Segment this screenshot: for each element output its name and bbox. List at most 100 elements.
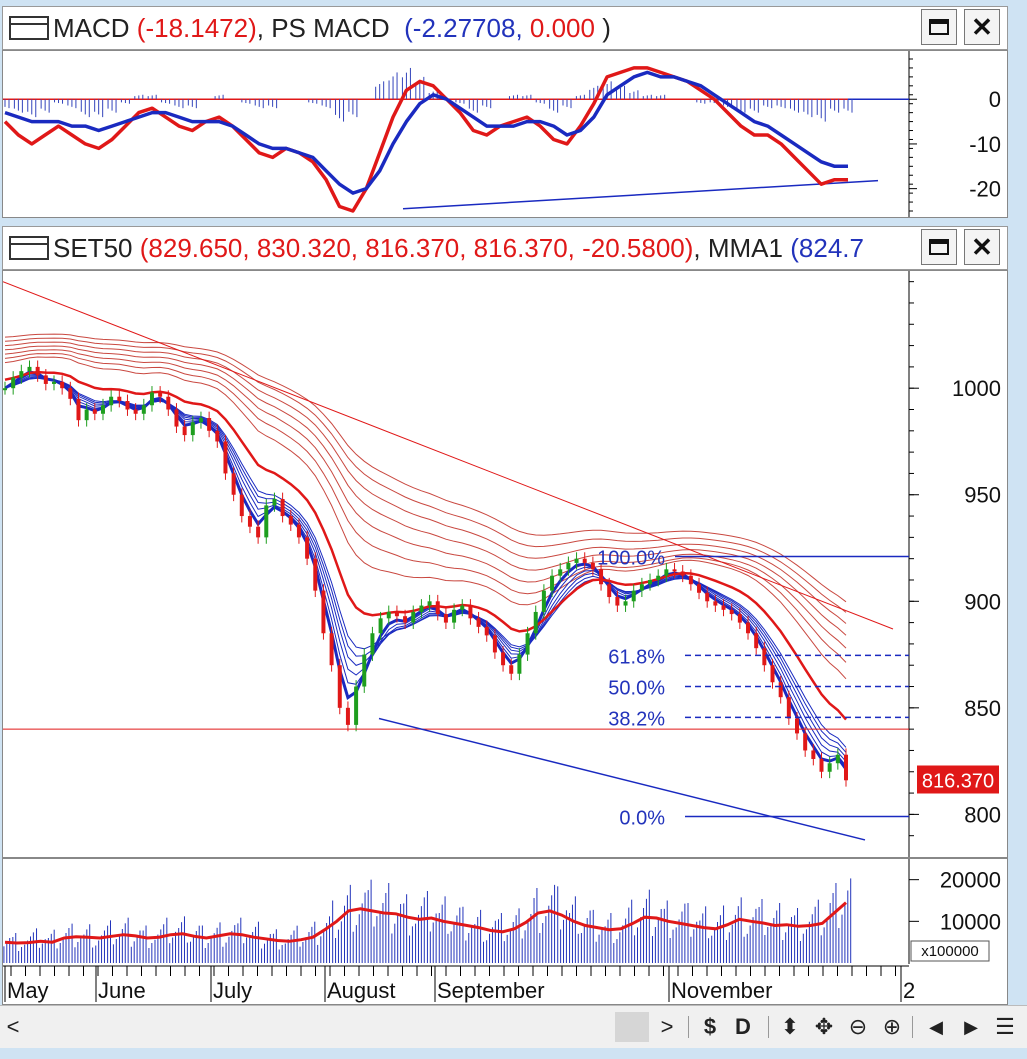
candle-body (517, 654, 522, 674)
candle-body (656, 575, 661, 580)
candle-body (207, 418, 212, 431)
candle-body (590, 562, 595, 570)
candle-body (76, 398, 81, 421)
volume-chart: 20000 10000 x100000 (0, 859, 1001, 965)
candle-body (313, 558, 318, 591)
panel-icon[interactable] (9, 236, 49, 260)
separator (768, 1016, 769, 1038)
ps-macd-second: 0.000 (529, 12, 595, 43)
candle-body (631, 590, 636, 602)
candle-body (574, 558, 579, 563)
month-label: August (327, 978, 396, 1003)
month-label: 2 (903, 978, 915, 1003)
candle-body (427, 601, 432, 606)
candle-body (484, 626, 489, 636)
candle-body (149, 392, 154, 406)
candle-body (27, 366, 32, 372)
candle-body (550, 575, 555, 591)
candle-body (190, 422, 195, 436)
zoom-in-icon[interactable]: ⊕ (882, 1014, 902, 1039)
candle-body (394, 611, 399, 617)
candle-body (664, 569, 669, 576)
candle-body (264, 505, 269, 538)
zoom-out-icon[interactable]: ⊖ (848, 1014, 868, 1039)
separator (912, 1016, 913, 1038)
dollar-button[interactable]: $ (703, 1014, 717, 1039)
candle-body (713, 601, 718, 606)
candle-body (100, 405, 105, 414)
toolbar: < > $ D ⬍ ✥ ⊖ ⊕ ◀ ▶ ☰ (0, 1005, 1027, 1048)
candle-body (43, 375, 48, 384)
updown-icon[interactable]: ⬍ (780, 1014, 800, 1039)
candle-body (11, 377, 16, 389)
close-icon: ✕ (971, 231, 993, 262)
candle-body (615, 597, 620, 606)
candle-body (117, 396, 122, 401)
candle-body (84, 409, 89, 421)
candle-body (435, 601, 440, 615)
maximize-button[interactable] (921, 9, 957, 45)
candle-body (51, 381, 56, 384)
close-button[interactable]: ✕ (964, 229, 1000, 265)
fib-level-label: 38.2% (608, 708, 665, 730)
candle-body (582, 558, 587, 563)
y-tick-label: -10 (969, 132, 1001, 157)
macd-line (3, 66, 848, 213)
candle-body (92, 409, 97, 414)
short-ma-line (4, 376, 847, 753)
long-ma-line (4, 337, 847, 613)
candle-body (680, 571, 685, 576)
menu-icon[interactable]: ☰ (995, 1014, 1015, 1039)
month-label: July (213, 978, 252, 1003)
candle-body (35, 366, 40, 376)
scroll-thumb[interactable] (615, 1012, 649, 1042)
ps-macd-value: (-2.27708, (404, 12, 523, 43)
maximize-button[interactable] (921, 229, 957, 265)
candle-body (737, 614, 742, 623)
scroll-right-button[interactable]: > (660, 1014, 674, 1039)
price-chart: 1000 950 900 850 800 100.0% 61.8% 50.0% 38.2% 0.0… (2, 271, 1001, 857)
ps-macd-label: , PS MACD (256, 12, 390, 43)
next-icon[interactable]: ▶ (964, 1016, 978, 1037)
candle-body (754, 633, 759, 649)
month-label: November (671, 978, 772, 1003)
mma1-label: , MMA1 (693, 232, 783, 263)
long-ma-line (4, 345, 847, 636)
panel-icon[interactable] (9, 16, 49, 40)
candle-body (419, 605, 424, 612)
y-tick-label: 20000 (940, 868, 1001, 893)
y-tick-label: 950 (964, 483, 1001, 508)
y-tick-label: -20 (969, 177, 1001, 202)
candle-body (272, 499, 277, 506)
candle-body (133, 409, 138, 414)
candle-body (476, 618, 481, 627)
candle-body (705, 592, 710, 602)
set50-values: (829.650, 830.320, 816.370, 816.370, -20… (139, 232, 694, 263)
candle-body (109, 396, 114, 406)
candle-body (443, 614, 448, 623)
set50-title-bar: SET50 (829.650, 830.320, 816.370, 816.37… (2, 226, 1008, 270)
candle-body (337, 665, 342, 708)
trendline (402, 179, 879, 210)
close-button[interactable]: ✕ (964, 9, 1000, 45)
scroll-left-button[interactable]: < (6, 1014, 20, 1039)
candle-body (288, 516, 293, 525)
d-button[interactable]: D (735, 1014, 751, 1039)
macd-title-bar: MACD (-18.1472), PS MACD (-2.27708, 0.00… (2, 6, 1008, 50)
maximize-icon (929, 19, 949, 35)
candle-body (746, 622, 751, 634)
candle-body (803, 733, 808, 751)
candle-body (492, 635, 497, 653)
move-icon[interactable]: ✥ (814, 1014, 834, 1039)
candle-body (509, 665, 514, 674)
prev-icon[interactable]: ◀ (929, 1016, 943, 1037)
fib-level-label: 100.0% (597, 548, 665, 570)
candle-body (688, 575, 693, 585)
fib-level-label: 50.0% (608, 678, 665, 700)
candle-body (566, 562, 571, 570)
candle-body (778, 682, 783, 698)
short-ma-line (4, 375, 847, 762)
candle-body (607, 584, 612, 598)
candle-body (378, 618, 383, 634)
long-ma-line (4, 349, 847, 649)
